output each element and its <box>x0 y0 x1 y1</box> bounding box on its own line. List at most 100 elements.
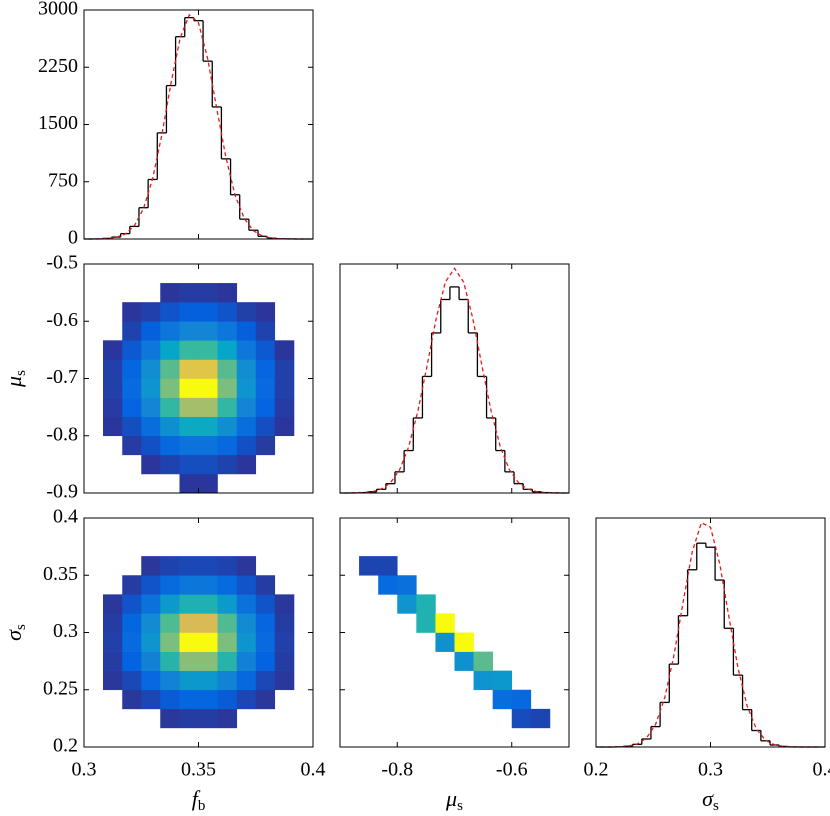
heatmap-cell <box>512 575 531 594</box>
panel-frame <box>83 9 314 240</box>
heatmap-cell <box>294 398 313 417</box>
y-tick-label: -0.7 <box>46 366 78 388</box>
heatmap-cell <box>359 728 378 747</box>
heatmap-cell <box>217 283 238 303</box>
heatmap-cell <box>256 728 275 747</box>
heatmap-cell <box>378 709 397 728</box>
heatmap-cell <box>512 652 531 671</box>
heatmap-cell <box>160 556 180 576</box>
heatmap-cell <box>103 670 123 691</box>
axis-label-symbol: σ <box>702 786 714 811</box>
heatmap-cell <box>217 378 238 398</box>
heatmap-cell <box>160 670 180 691</box>
heatmap-cell <box>435 709 454 728</box>
heatmap-cell <box>236 651 257 671</box>
axis-label-symbol: σ <box>1 629 26 641</box>
heatmap-cell <box>122 728 141 747</box>
y-tick-label: 0.35 <box>43 563 78 585</box>
heatmap-cell <box>160 454 180 475</box>
heatmap-cell <box>493 709 512 728</box>
heatmap-cell <box>455 537 474 556</box>
heatmap-cell <box>275 455 295 474</box>
heatmap-cell <box>141 264 160 283</box>
heatmap-cell <box>274 670 295 691</box>
heatmap-cell <box>122 416 142 437</box>
heatmap-cell <box>122 378 142 398</box>
heatmap-cell <box>255 416 276 437</box>
heatmap-cell <box>198 397 218 417</box>
heatmap-cell <box>378 518 397 537</box>
heatmap-cell <box>141 556 161 576</box>
heatmap-cell <box>294 455 313 474</box>
heatmap-cell <box>531 518 550 537</box>
heatmap-cell <box>160 302 180 322</box>
heatmap-cell <box>275 302 295 321</box>
y-tick-label: 1500 <box>38 112 78 134</box>
heatmap-cell <box>237 264 256 283</box>
heatmap-cell <box>550 709 569 728</box>
heatmap-cell <box>455 575 474 594</box>
heatmap-cell <box>455 518 474 537</box>
heatmap-cell <box>274 378 295 398</box>
heatmap-cell <box>236 359 257 379</box>
heatmap-cell <box>103 690 123 709</box>
heatmap-cell <box>103 728 123 747</box>
heatmap-cell <box>359 633 378 652</box>
heatmap-cell <box>179 454 199 475</box>
heatmap-cell <box>474 613 493 632</box>
heatmap-cell <box>160 632 180 652</box>
heatmap-cell <box>236 594 257 614</box>
heatmap-cell <box>455 671 474 690</box>
heatmap-cell <box>274 651 295 671</box>
heatmap-cell <box>141 435 161 456</box>
panel <box>340 267 569 494</box>
heatmap-cell <box>493 556 512 575</box>
heatmap-cell <box>294 594 313 613</box>
heatmap-cell <box>274 397 295 417</box>
heatmap-cell <box>255 302 276 322</box>
heatmap-cell <box>474 633 493 652</box>
heatmap-cell <box>218 474 238 493</box>
heatmap-cell <box>275 283 295 302</box>
heatmap-cell <box>274 632 295 652</box>
heatmap-cell <box>255 632 276 652</box>
heatmap-cell <box>416 537 435 556</box>
heatmap-cell <box>199 264 218 283</box>
y-tick-label: -0.8 <box>46 423 78 445</box>
heatmap-cell <box>217 651 238 671</box>
heatmap-cell <box>256 474 275 493</box>
panel <box>84 264 313 494</box>
heatmap-cell <box>550 690 569 709</box>
heatmap-cell <box>275 556 295 575</box>
heatmap-cell <box>160 359 180 379</box>
heatmap-cell <box>340 594 359 613</box>
heatmap-cell <box>160 708 180 729</box>
heatmap-cell <box>103 416 123 437</box>
heatmap-cell <box>198 454 218 475</box>
heatmap-cell <box>217 454 238 475</box>
heatmap-cell <box>199 537 218 556</box>
heatmap-cell <box>199 518 218 537</box>
heatmap-cell <box>236 321 257 341</box>
heatmap-cell <box>493 613 512 632</box>
heatmap-cell <box>179 378 199 398</box>
heatmap-cell <box>141 651 161 671</box>
heatmap-cell <box>435 652 454 671</box>
axis-label-symbol: f <box>192 786 201 811</box>
heatmap-cell <box>141 518 160 537</box>
axis-label-subscript: s <box>13 624 29 630</box>
heatmap-cell <box>397 594 417 614</box>
heatmap-cell <box>512 594 531 613</box>
heatmap-cell <box>84 728 103 747</box>
heatmap-cell <box>84 436 103 455</box>
heatmap-cell <box>340 652 359 671</box>
heatmap-cell <box>359 556 379 576</box>
heatmap-cell <box>274 416 295 437</box>
x-tick-label: 0.2 <box>584 759 609 781</box>
heatmap-cell <box>550 728 569 747</box>
heatmap-cell <box>103 474 123 493</box>
heatmap-cell <box>512 518 531 537</box>
heatmap-cell <box>531 613 550 632</box>
heatmap-cell <box>531 690 550 709</box>
